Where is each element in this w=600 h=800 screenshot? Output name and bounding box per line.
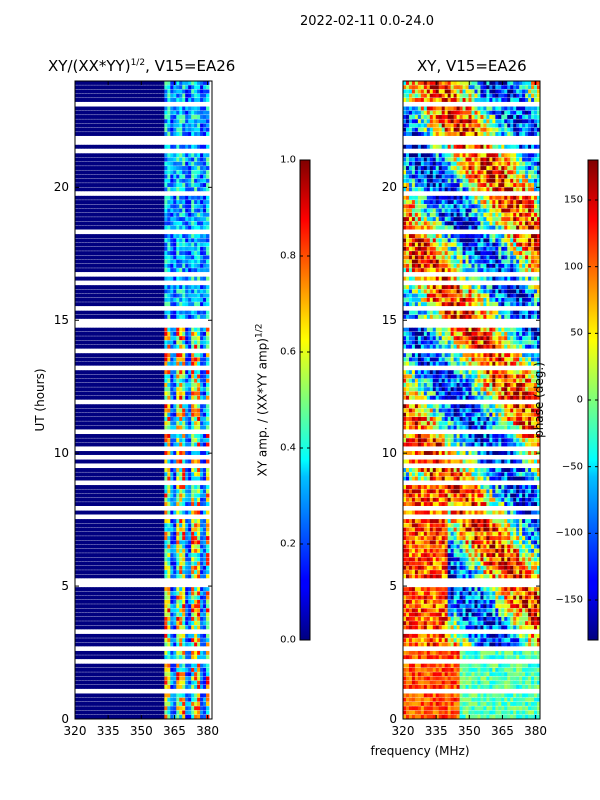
y-tick-label: 5 xyxy=(389,579,397,594)
x-tick-label: 350 xyxy=(457,724,481,738)
y-tick-label: 15 xyxy=(53,313,69,328)
x-tick-label: 380 xyxy=(524,724,548,738)
colorbar-tick-label: −50 xyxy=(561,461,583,473)
amplitude-colorbar-label: XY amp. / (XX*YY amp)1/2 xyxy=(254,323,270,477)
amplitude-colorbar xyxy=(299,159,311,641)
colorbar-tick-label: 0.4 xyxy=(280,442,296,454)
x-tick-label: 335 xyxy=(424,724,448,738)
phase-heatmap-image xyxy=(403,81,541,719)
y-tick-label: 0 xyxy=(61,712,69,726)
colorbar-tick-label: 0.8 xyxy=(280,250,296,262)
x-tick-label: 335 xyxy=(96,724,120,738)
amplitude-plot-title: XY/(XX*YY)1/2, V15=EA26 xyxy=(48,57,236,75)
colorbar-tick-label: 0 xyxy=(576,394,583,406)
x-axis-label: frequency (MHz) xyxy=(370,744,470,758)
colorbar-tick-label: 50 xyxy=(570,327,583,339)
y-tick-label: 15 xyxy=(381,313,397,328)
x-tick-label: 320 xyxy=(63,724,87,738)
colorbar-tick-label: 150 xyxy=(563,194,583,206)
phase-colorbar-label: phase (deg.) xyxy=(532,362,546,438)
x-tick-label: 365 xyxy=(490,724,514,738)
y-tick-label: 10 xyxy=(381,446,397,461)
plot-frame-1 xyxy=(402,80,541,720)
y-tick-label: 20 xyxy=(53,180,69,195)
tick-marks xyxy=(74,81,598,720)
plot-frame-0 xyxy=(74,80,213,720)
axes-frames xyxy=(74,80,541,720)
x-tick-label: 380 xyxy=(196,724,220,738)
x-tick-label: 320 xyxy=(391,724,415,738)
y-tick-label: 20 xyxy=(381,180,397,195)
colorbar-tick-label: 0.2 xyxy=(280,538,296,550)
colorbar-tick-label: −100 xyxy=(555,527,583,539)
colorbar-tick-label: 0.0 xyxy=(280,634,296,646)
figure-suptitle: 2022-02-11 0.0-24.0 xyxy=(300,14,434,29)
y-tick-label: 0 xyxy=(389,712,397,726)
phase-plot-title: XY, V15=EA26 xyxy=(417,57,527,75)
y-tick-label: 5 xyxy=(61,579,69,594)
colorbar-tick-label: 0.6 xyxy=(280,346,296,358)
colorbar-tick-label: −150 xyxy=(555,594,583,606)
x-tick-label: 365 xyxy=(162,724,186,738)
x-tick-label: 350 xyxy=(129,724,153,738)
amplitude-y-axis-label: UT (hours) xyxy=(33,368,47,432)
amplitude-heatmap-image xyxy=(75,81,210,719)
colorbar-tick-label: 100 xyxy=(563,261,583,273)
colorbar-tick-label: 1.0 xyxy=(280,154,296,166)
y-tick-label: 10 xyxy=(53,446,69,461)
